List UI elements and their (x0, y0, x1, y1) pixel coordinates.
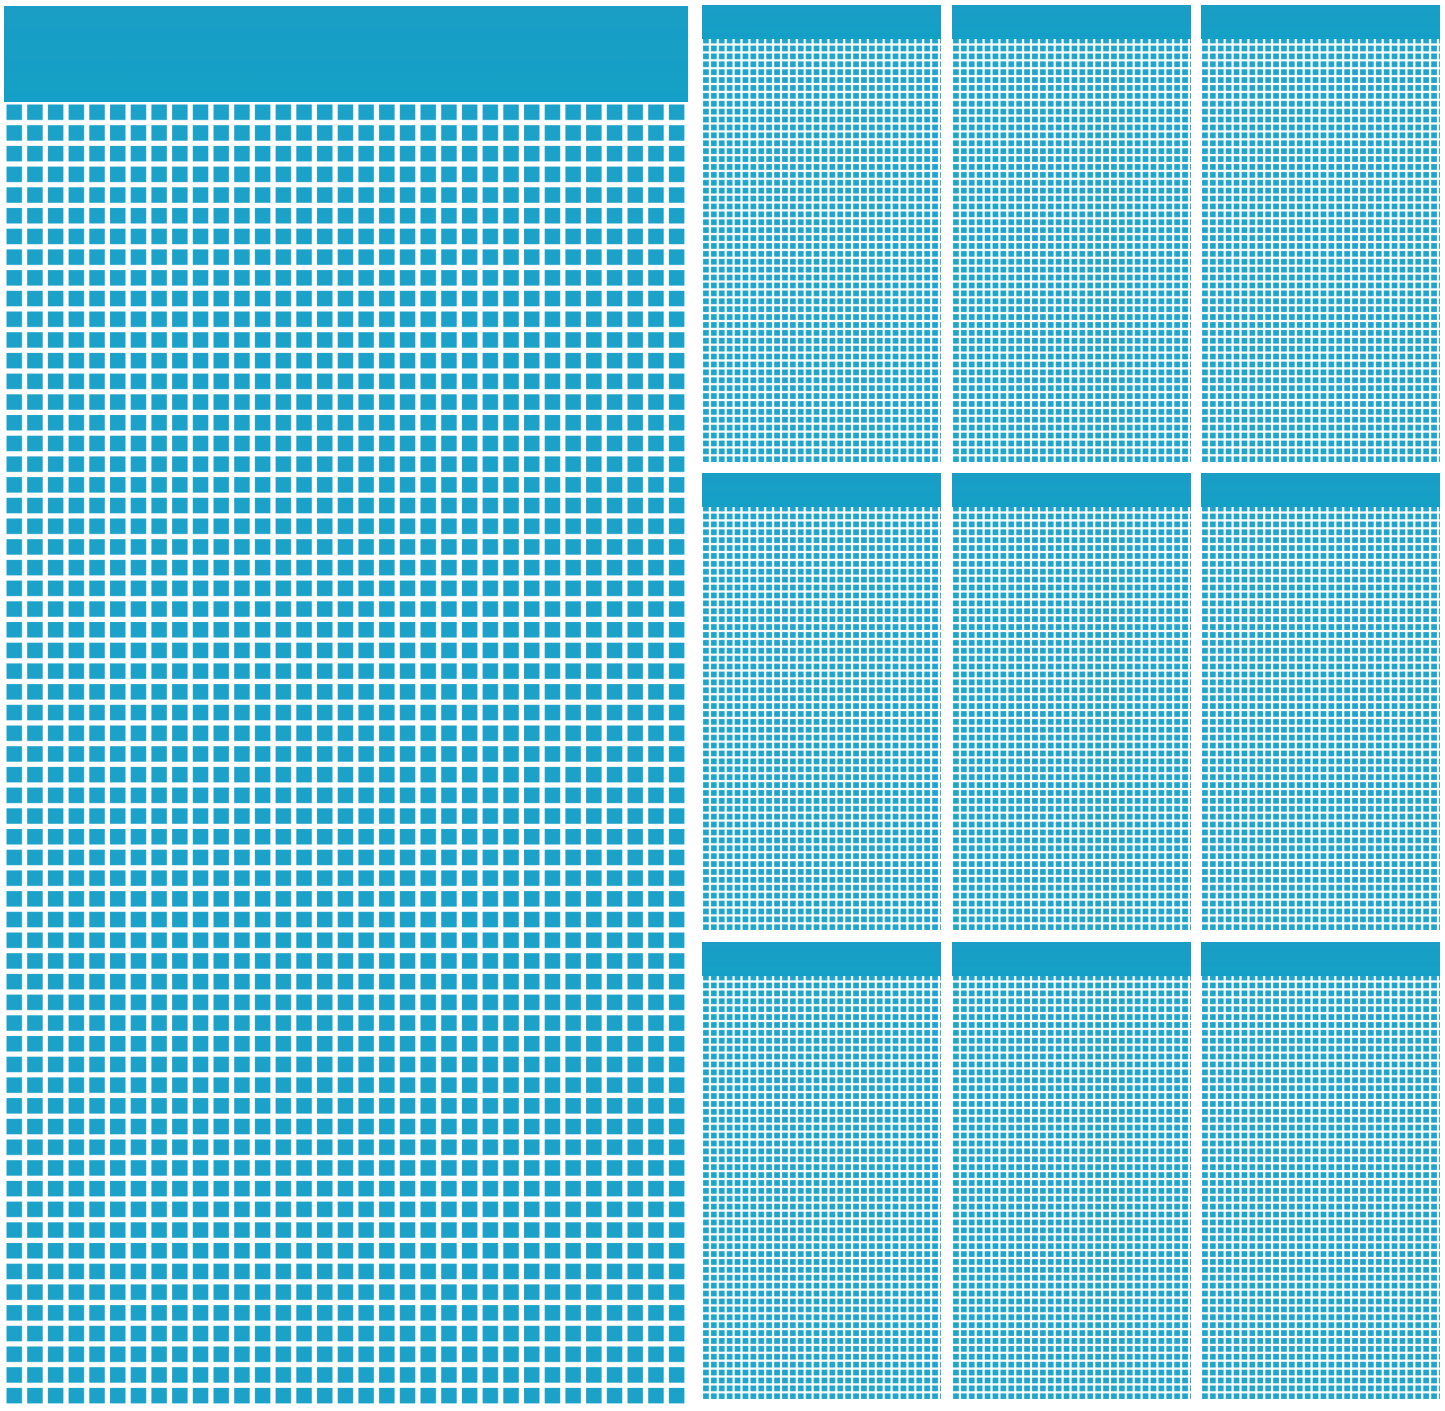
curtain-thumb (1201, 473, 1440, 930)
curtain-fringe (4, 102, 688, 1408)
small-curtains (702, 5, 1440, 1399)
curtain-thumb (702, 942, 941, 1399)
large-curtain (4, 6, 688, 1408)
curtain-header (4, 6, 688, 102)
curtain-thumb (952, 5, 1191, 462)
curtain-thumb (952, 473, 1191, 930)
curtain-thumb (1201, 942, 1440, 1399)
curtain-thumb (1201, 5, 1440, 462)
curtain-thumb (702, 5, 941, 462)
curtain-thumb (702, 473, 941, 930)
curtain-thumb (952, 942, 1191, 1399)
